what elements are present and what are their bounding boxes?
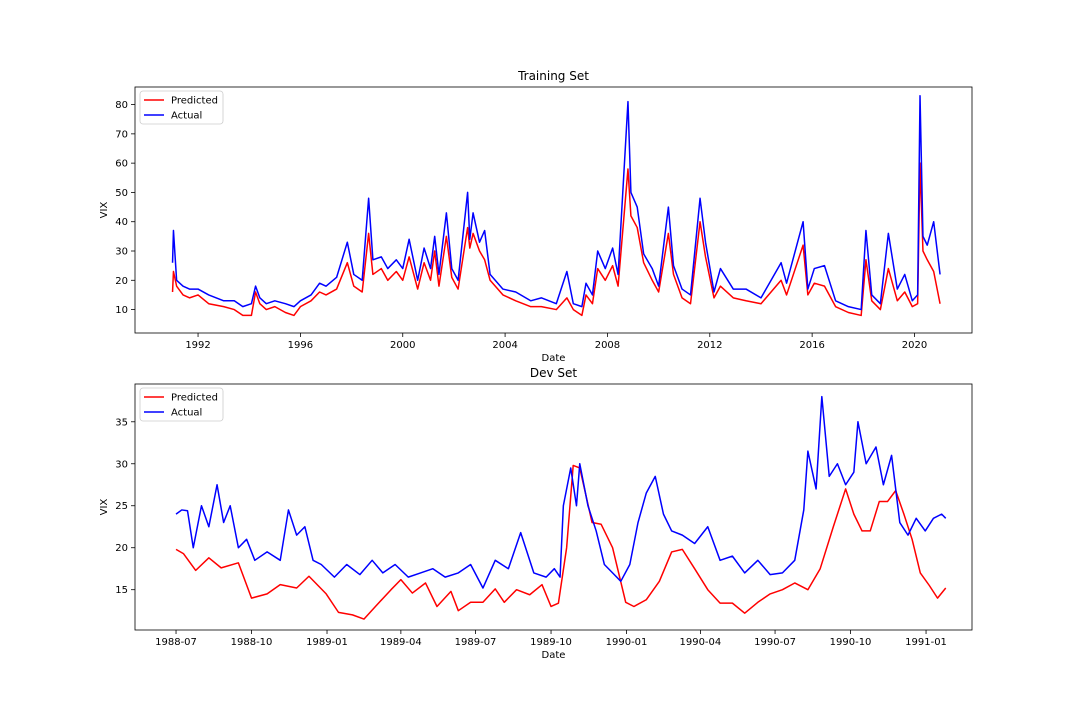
training-y-tick-label: 30: [115, 247, 128, 258]
training-y-axis-label: VIX: [99, 202, 110, 219]
training-x-tick-label: 1992: [185, 340, 210, 351]
dev-x-tick-label: 1989-10: [530, 637, 572, 648]
dev-x-tick-label: 1989-01: [306, 637, 348, 648]
dev-y-tick-label: 35: [115, 417, 128, 428]
dev-y-tick-label: 30: [115, 459, 128, 470]
training-set-axes: 1992 1996 2000 2004 2008 2012 2016 2020 10 20 30 40…: [99, 69, 973, 364]
dev-x-tick-label: 1990-07: [754, 637, 796, 648]
dev-x-tick-label: 1988-10: [231, 637, 273, 648]
training-x-tick-label: 2012: [697, 340, 722, 351]
training-y-tick-label: 10: [115, 305, 128, 316]
dev-x-tick-label: 1988-07: [155, 637, 197, 648]
training-series-predicted-line: [171, 162, 941, 317]
training-chart-title: Training Set: [517, 69, 589, 83]
training-x-axis-label: Date: [542, 353, 566, 364]
training-plot-area: [171, 95, 941, 317]
training-axes-frame: [134, 86, 973, 334]
training-x-tick-label: 2000: [390, 340, 415, 351]
dev-legend: Predicted Actual: [139, 387, 224, 422]
dev-axes-frame: [134, 383, 973, 631]
dev-x-tick-label: 1991-01: [905, 637, 947, 648]
dev-series-actual-line: [175, 395, 947, 589]
training-x-tick-label: 2020: [902, 340, 927, 351]
dev-x-tick-label: 1990-10: [830, 637, 872, 648]
dev-chart-title: Dev Set: [530, 366, 578, 380]
training-legend: Predicted Actual: [139, 90, 224, 125]
training-x-tick-label: 1996: [288, 340, 313, 351]
training-y-tick-label: 20: [115, 276, 128, 287]
training-y-tick-label: 80: [115, 100, 128, 111]
training-y-tick-label: 50: [115, 188, 128, 199]
dev-x-tick-label: 1990-01: [606, 637, 648, 648]
training-legend-label-predicted: Predicted: [171, 96, 218, 107]
dev-y-axis-label: VIX: [99, 499, 110, 516]
dev-x-axis-label: Date: [542, 650, 566, 661]
dev-plot-area: [175, 395, 947, 620]
dev-legend-label-actual: Actual: [171, 408, 202, 419]
dev-y-tick-label: 15: [115, 585, 128, 596]
dev-x-tick-label: 1989-04: [380, 637, 422, 648]
dev-legend-label-predicted: Predicted: [171, 393, 218, 404]
training-y-tick-label: 60: [115, 159, 128, 170]
dev-y-tick-label: 20: [115, 543, 128, 554]
dev-y-tick-label: 25: [115, 501, 128, 512]
training-y-tick-label: 70: [115, 129, 128, 140]
training-x-tick-label: 2016: [799, 340, 824, 351]
dev-x-tick-label: 1989-07: [455, 637, 497, 648]
dev-x-tick-label: 1990-04: [679, 637, 721, 648]
training-x-tick-label: 2004: [492, 340, 517, 351]
training-x-tick-label: 2008: [595, 340, 620, 351]
dev-set-axes: 1988-07 1988-10 1989-01 1989-04 1989-07 1989-…: [99, 366, 973, 661]
training-y-tick-label: 40: [115, 217, 128, 228]
training-legend-label-actual: Actual: [171, 111, 202, 122]
training-series-actual-line: [171, 95, 941, 311]
